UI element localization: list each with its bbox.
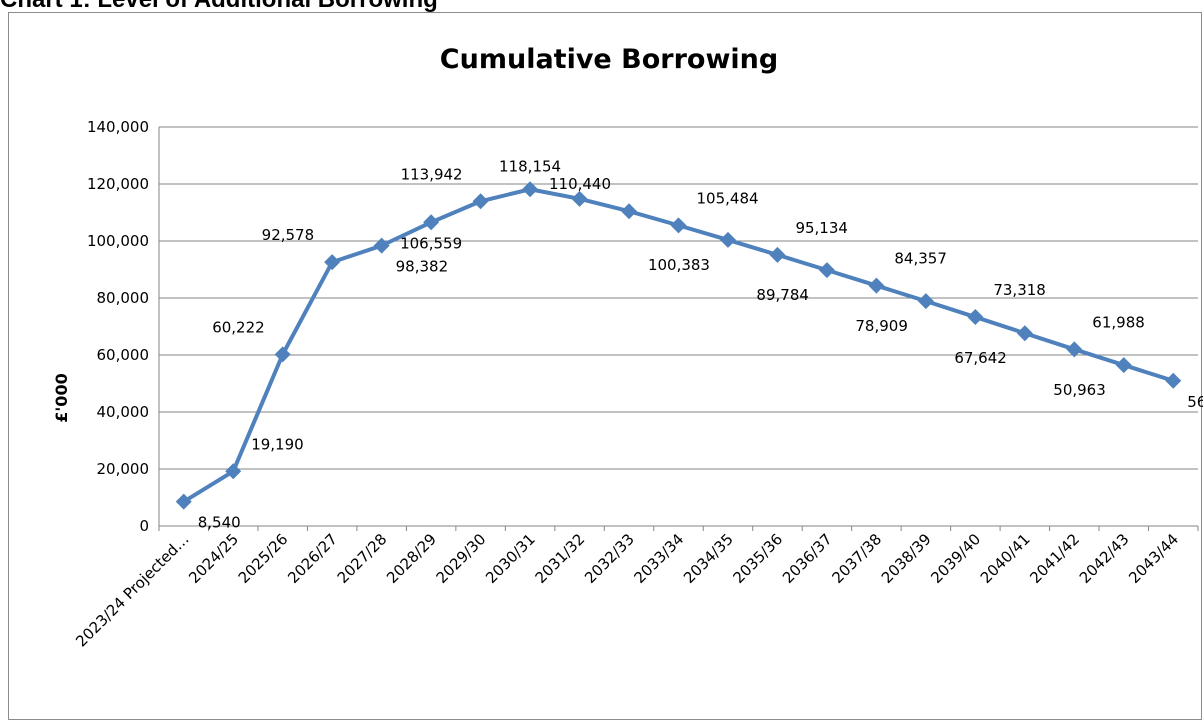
data-label: 110,440 <box>549 175 611 193</box>
data-point-marker <box>423 214 440 231</box>
data-point-marker <box>967 309 984 326</box>
data-point-marker <box>175 493 192 510</box>
data-point-marker <box>1016 325 1033 342</box>
x-tick-label: 2037/38 <box>828 530 885 587</box>
y-tick-labels: 0 20,000 40,000 60,000 80,000 100,000 120,000 1… <box>87 118 149 535</box>
data-label: 100,383 <box>648 256 710 274</box>
gridlines <box>159 126 1198 470</box>
data-point-marker <box>868 277 885 294</box>
data-point-marker <box>1165 372 1182 389</box>
y-tick-label: 60,000 <box>97 346 150 364</box>
x-tick-label: 2029/30 <box>433 530 490 587</box>
x-tick-label: 2025/26 <box>235 530 292 587</box>
data-label: 98,382 <box>396 258 449 276</box>
data-label: 89,784 <box>756 286 809 304</box>
data-point-marker <box>225 463 242 480</box>
data-point-marker <box>1115 357 1132 374</box>
x-tick-label: 2033/34 <box>631 530 688 587</box>
x-tick-label: 2036/37 <box>779 530 836 587</box>
y-tick-label: 120,000 <box>87 175 149 193</box>
data-point-marker <box>373 237 390 254</box>
x-tick-label: 2038/39 <box>878 530 935 587</box>
data-point-marker <box>571 190 588 207</box>
y-tick-label: 0 <box>139 517 149 535</box>
x-tick-label: 2043/44 <box>1125 530 1182 587</box>
data-label: 73,318 <box>993 281 1046 299</box>
data-label: 60,222 <box>212 318 265 336</box>
y-tick-label: 100,000 <box>87 232 149 250</box>
data-label: 19,190 <box>251 435 304 453</box>
x-tick-label: 2023/24 Projected… <box>72 530 192 650</box>
y-tick-label: 20,000 <box>97 460 150 478</box>
cumulative-borrowing-chart: Cumulative Borrowing £'000 0 20,000 40,000… <box>52 44 1203 650</box>
series-line <box>182 187 1174 504</box>
x-tick-label: 2034/35 <box>680 530 737 587</box>
data-label: 56,461 <box>1187 393 1203 411</box>
page-heading: Chart 1: Level of Additional Borrowing <box>0 0 438 14</box>
x-tick-label: 2040/41 <box>977 530 1034 587</box>
x-tick-label: 2042/43 <box>1076 530 1133 587</box>
x-tick-label: 2039/40 <box>927 530 984 587</box>
data-label: 106,559 <box>400 234 462 252</box>
data-label: 67,642 <box>954 349 1007 367</box>
data-point-marker <box>274 346 291 363</box>
data-label: 105,484 <box>697 189 759 207</box>
data-point-marker <box>670 217 687 234</box>
data-point-marker <box>719 231 736 248</box>
axes <box>158 127 1199 531</box>
series-layer <box>175 181 1182 510</box>
data-label: 118,154 <box>499 157 561 175</box>
x-tick-labels: 2023/24 Projected…2024/252025/262026/272… <box>72 530 1182 650</box>
x-tick-label: 2026/27 <box>284 530 341 587</box>
y-axis-label: £'000 <box>52 373 71 422</box>
data-point-marker <box>818 262 835 279</box>
data-point-marker <box>1066 341 1083 358</box>
y-tick-label: 140,000 <box>87 118 149 136</box>
data-labels: 8,540 19,190 60,222 92,578 98,382 106,559 113,… <box>198 157 1203 531</box>
data-label: 8,540 <box>198 514 241 532</box>
x-tick-label: 2035/36 <box>729 530 786 587</box>
data-point-marker <box>769 246 786 263</box>
data-point-marker <box>621 203 638 220</box>
data-point-marker <box>522 181 539 198</box>
chart-title: Cumulative Borrowing <box>440 44 778 75</box>
x-tick-label: 2030/31 <box>482 530 539 587</box>
x-tick-label: 2032/33 <box>581 530 638 587</box>
data-point-marker <box>917 293 934 310</box>
y-tick-label: 40,000 <box>97 403 150 421</box>
data-label: 50,963 <box>1053 381 1106 399</box>
data-label: 61,988 <box>1092 313 1145 331</box>
x-tick-label: 2024/25 <box>185 530 242 587</box>
chart-frame: Cumulative Borrowing £'000 0 20,000 40,000… <box>8 12 1203 720</box>
x-tick-label: 2031/32 <box>532 530 589 587</box>
x-tick-label: 2041/42 <box>1026 530 1083 587</box>
data-label: 78,909 <box>855 317 908 335</box>
data-label: 113,942 <box>401 165 463 183</box>
y-tick-label: 80,000 <box>97 289 150 307</box>
x-tick-label: 2028/29 <box>383 530 440 587</box>
data-point-marker <box>324 254 341 271</box>
data-label: 92,578 <box>262 226 315 244</box>
x-tick-label: 2027/28 <box>334 530 391 587</box>
data-label: 84,357 <box>894 250 947 268</box>
data-point-marker <box>472 193 489 210</box>
data-label: 95,134 <box>795 219 848 237</box>
